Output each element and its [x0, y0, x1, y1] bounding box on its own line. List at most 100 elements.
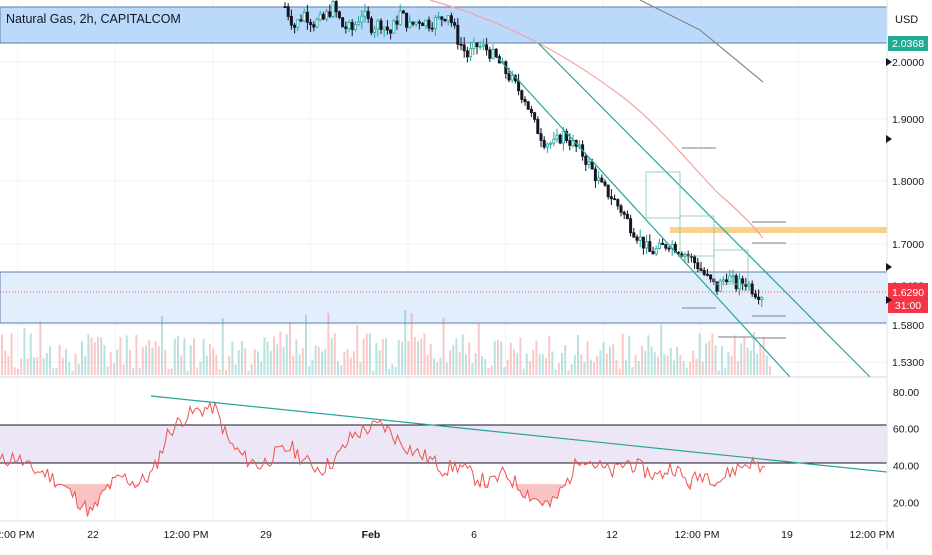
volume-bar	[394, 366, 397, 375]
candle-body	[350, 22, 354, 30]
volume-bar	[173, 338, 176, 375]
time-label: 12:00 PM	[164, 529, 209, 541]
candle-body	[625, 213, 629, 220]
volume-bar	[237, 350, 240, 375]
candle-body	[629, 218, 633, 234]
volume-bar	[541, 354, 544, 375]
volume-bars	[1, 310, 771, 375]
candle-body	[328, 11, 332, 17]
volume-bar	[145, 345, 147, 375]
volume-bar	[692, 351, 695, 375]
rsi-indicator	[0, 400, 766, 517]
ma-fast-line	[429, 0, 764, 239]
volume-bar	[426, 355, 429, 375]
alert-marker-icon[interactable]	[886, 263, 892, 271]
volume-bar	[628, 335, 631, 375]
volume-bar	[177, 336, 179, 375]
candle-body	[421, 22, 425, 26]
candle-body	[683, 254, 687, 257]
candle-body	[385, 26, 389, 31]
volume-bar	[641, 345, 643, 375]
volume-bar	[634, 355, 637, 375]
range-box	[713, 249, 749, 285]
volume-bar	[413, 337, 416, 375]
candle-body	[302, 11, 306, 22]
volume-bar	[762, 336, 765, 375]
candle-body	[449, 15, 453, 24]
volume-bar	[183, 337, 186, 375]
volume-bar	[605, 353, 608, 375]
volume-bar	[61, 357, 64, 375]
candle-body	[597, 177, 601, 182]
volume-bar	[65, 348, 67, 375]
candle-body	[517, 80, 521, 92]
volume-bar	[103, 345, 106, 375]
price-tick-label: 1.8000	[892, 176, 924, 188]
candle-body	[558, 134, 562, 144]
price-tick-label: 2.0000	[892, 57, 924, 69]
candle-body	[507, 73, 511, 81]
candle-body	[366, 10, 370, 20]
moving-averages	[429, 0, 764, 239]
candle-body	[632, 232, 636, 238]
candle-body	[357, 21, 361, 26]
time-label: 12:00 PM	[0, 529, 34, 541]
currency-label[interactable]: USD	[895, 14, 918, 26]
volume-bar	[100, 337, 103, 375]
candle-body	[699, 268, 703, 271]
volume-bar	[487, 367, 490, 375]
volume-bar	[282, 346, 285, 375]
candle-body	[661, 242, 665, 245]
volume-bar	[737, 361, 739, 375]
alert-marker-icon[interactable]	[886, 58, 892, 66]
volume-bar	[58, 344, 61, 375]
volume-bar	[455, 338, 458, 375]
candle-body	[654, 248, 658, 255]
candle-body	[590, 161, 594, 170]
candle-body	[459, 43, 463, 46]
volume-bar	[596, 356, 599, 375]
alert-marker-icon[interactable]	[886, 135, 892, 143]
volume-bar	[714, 345, 717, 375]
volume-bar	[314, 344, 317, 375]
volume-bar	[365, 333, 368, 375]
candle-body	[552, 138, 556, 144]
volume-bar	[548, 335, 551, 375]
volume-bar	[695, 358, 698, 375]
volume-bar	[461, 334, 464, 375]
time-label: 29	[260, 529, 272, 541]
volume-bar	[602, 342, 605, 375]
candle-body	[485, 44, 489, 51]
candle-body	[469, 48, 473, 58]
volume-bar	[621, 333, 624, 375]
candle-body	[718, 280, 722, 292]
candle-body	[443, 18, 447, 22]
alert-marker-icon[interactable]	[886, 296, 892, 304]
volume-bar	[484, 359, 487, 375]
volume-bar	[273, 336, 275, 375]
candle-body	[475, 42, 479, 48]
volume-bar	[676, 346, 679, 375]
volume-bar	[49, 346, 51, 375]
chart-title: Natural Gas, 2h, CAPITALCOM	[6, 12, 181, 26]
volume-bar	[717, 370, 720, 375]
volume-bar	[449, 350, 451, 375]
candle-body	[411, 21, 415, 25]
price-axis-ticks: 2.0000 1.9000 1.8000 1.7000 1.5800 1.5300	[892, 57, 924, 369]
volume-bar	[612, 344, 615, 375]
price-tick-label: 1.5800	[892, 320, 924, 332]
candle-body	[619, 205, 623, 213]
volume-bar	[385, 338, 387, 375]
candle-body	[757, 296, 761, 300]
volume-bar	[417, 341, 419, 375]
volume-bar	[535, 340, 538, 375]
volume-bar	[756, 353, 759, 375]
candle-body	[453, 22, 457, 26]
volume-bar	[381, 338, 384, 375]
candle-body	[309, 21, 313, 26]
price-axis-bg	[887, 0, 932, 550]
candle-body	[539, 133, 543, 141]
volume-bar	[538, 354, 541, 375]
volume-bar	[468, 342, 471, 375]
